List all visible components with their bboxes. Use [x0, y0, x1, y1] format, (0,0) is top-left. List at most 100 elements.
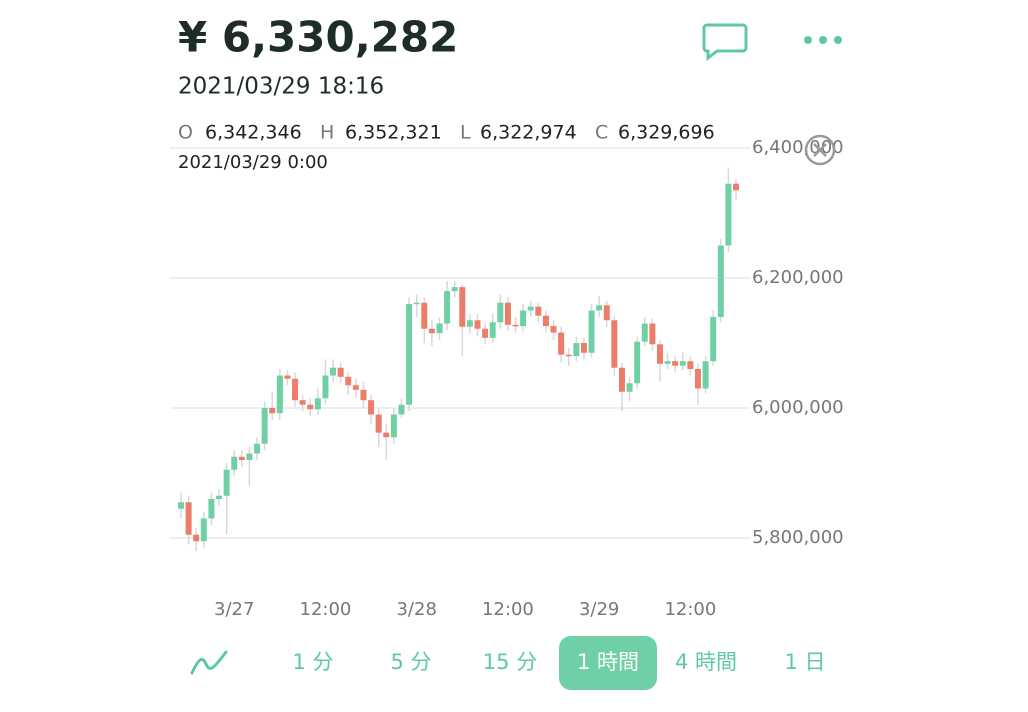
candle-body [276, 375, 283, 414]
candle-body [185, 502, 192, 535]
candle-body [497, 302, 504, 323]
candle-body [360, 389, 367, 401]
candle-body [542, 315, 549, 327]
candle-body [223, 469, 230, 496]
candle-body [649, 323, 656, 345]
plot: 5,800,000 6,000,000 6,200,000 6,400,000 3/27… [170, 137, 844, 620]
tab[interactable]: 1 分 [292, 650, 333, 674]
candle-body [314, 398, 321, 410]
line-mode-button[interactable] [190, 650, 228, 675]
candle-body [459, 287, 466, 327]
x-tick-label: 3/28 [396, 599, 436, 620]
tab[interactable]: 1 日 [784, 650, 825, 674]
candle-body [337, 367, 344, 377]
candle-body [368, 400, 375, 415]
candle-body [573, 343, 580, 356]
y-tick-label: 5,800,000 [752, 527, 844, 548]
candle-body [178, 502, 184, 509]
chat-icon [702, 23, 748, 62]
candle-body [238, 456, 245, 460]
y-tick-label: 6,000,000 [752, 397, 844, 418]
candle-body [702, 361, 709, 389]
close-label: C [595, 122, 608, 144]
candle-body [322, 375, 329, 399]
x-tick-label: 3/29 [579, 599, 619, 620]
candle-body [512, 324, 519, 327]
tab[interactable]: 15 分 [483, 650, 537, 674]
candle-body [421, 302, 428, 329]
candle-body [558, 332, 565, 355]
candle-body [307, 404, 314, 410]
low-label: L [460, 122, 471, 144]
candle-body [618, 367, 625, 392]
candle-body [208, 499, 215, 519]
candle-body [520, 310, 527, 327]
candle-body [679, 361, 686, 366]
candle-body [451, 287, 458, 291]
candle-body [375, 414, 382, 433]
candle-body [246, 453, 253, 460]
tab[interactable]: 4 時間 [675, 650, 737, 674]
candle-body [603, 305, 610, 321]
candle-body [200, 518, 207, 542]
close-icon [804, 134, 836, 166]
tab-label: 15 分 [483, 650, 537, 674]
dot [819, 36, 827, 44]
x-tick-label: 12:00 [482, 599, 534, 620]
y-tick-label: 6,400,000 [752, 137, 844, 158]
tab[interactable]: 1 時間 [559, 636, 657, 690]
candle-body [436, 323, 443, 334]
candle-body [550, 326, 557, 333]
high-label: H [320, 122, 334, 144]
candle-body [694, 369, 701, 389]
candle-body [535, 306, 542, 316]
candle-body [489, 322, 496, 338]
candle-body [299, 400, 306, 405]
x-tick-label: 12:00 [664, 599, 716, 620]
candle-body [398, 404, 405, 415]
candle-body [733, 183, 739, 191]
candle-body [254, 443, 261, 454]
open-value: 6,342,346 [205, 122, 302, 144]
dot [834, 36, 842, 44]
tab-label: 1 分 [292, 650, 333, 674]
candle-body [596, 305, 603, 311]
candle-body [428, 328, 435, 334]
tab-label: 5 分 [390, 650, 431, 674]
tab[interactable]: 5 分 [390, 650, 431, 674]
tab-label: 1 日 [784, 650, 825, 674]
candle-body [672, 361, 679, 366]
candle-body [474, 320, 481, 329]
more-button[interactable] [804, 36, 842, 44]
close-x [813, 143, 827, 157]
tab-label: 4 時間 [675, 650, 737, 674]
open-label: O [178, 122, 193, 144]
candle-body [656, 344, 663, 364]
close-crosshair[interactable] [804, 134, 836, 166]
candle-body [482, 328, 489, 338]
candle-body [390, 414, 397, 438]
hover-time: 2021/03/29 0:00 [178, 152, 328, 173]
dot [804, 36, 812, 44]
candle-body [626, 383, 633, 392]
candle-body [216, 495, 223, 499]
tabs: 1 分 5 分 15 分 1 時間 4 時間 1 日 [292, 636, 826, 690]
candle-body [345, 376, 352, 386]
candle-body [352, 385, 359, 390]
candle-body [527, 306, 534, 311]
candle-body [231, 456, 238, 470]
candle-body [330, 367, 337, 376]
chat-button[interactable] [702, 23, 748, 62]
candle-body [413, 302, 420, 305]
candle-body [292, 378, 299, 401]
candle-body [565, 354, 572, 357]
high-value: 6,352,321 [345, 122, 442, 144]
candle-body [717, 245, 724, 317]
tab-label: 1 時間 [577, 650, 639, 674]
candle-body [466, 320, 473, 327]
candle-body [664, 361, 671, 364]
candle-body [710, 317, 717, 362]
y-tick-label: 6,200,000 [752, 267, 844, 288]
x-tick-label: 3/27 [214, 599, 254, 620]
